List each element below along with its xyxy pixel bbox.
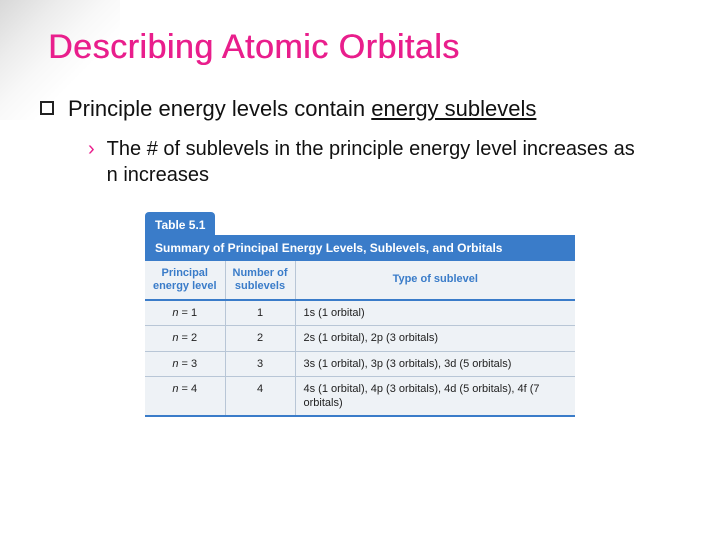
cell-type: 4s (1 orbital), 4p (3 orbitals), 4d (5 o… xyxy=(295,376,575,416)
sub-bullet-1-text: The # of sublevels in the principle ener… xyxy=(107,136,637,188)
cell-level: n = 3 xyxy=(145,351,225,376)
table-row: n = 4 4 4s (1 orbital), 4p (3 orbitals),… xyxy=(145,376,575,416)
sub-bullet-1: › The # of sublevels in the principle en… xyxy=(88,136,680,188)
bullet-1-prefix: Principle energy levels contain xyxy=(68,96,371,121)
table-row: n = 2 2 2s (1 orbital), 2p (3 orbitals) xyxy=(145,326,575,351)
cell-level: n = 2 xyxy=(145,326,225,351)
cell-type: 1s (1 orbital) xyxy=(295,300,575,326)
table-header-level: Principal energy level xyxy=(145,261,225,300)
table-header-type: Type of sublevel xyxy=(295,261,575,300)
slide-title: Describing Atomic Orbitals xyxy=(48,28,680,67)
orbitals-table: Principal energy level Number of subleve… xyxy=(145,261,575,418)
cell-level: n = 1 xyxy=(145,300,225,326)
table-5-1: Table 5.1 Summary of Principal Energy Le… xyxy=(145,212,575,418)
bullet-1-text: Principle energy levels contain energy s… xyxy=(68,95,536,124)
cell-level: n = 4 xyxy=(145,376,225,416)
bullet-1-underlined: energy sublevels xyxy=(371,96,536,121)
square-bullet-icon xyxy=(40,101,54,115)
table-label: Table 5.1 xyxy=(145,212,215,235)
bullet-1: Principle energy levels contain energy s… xyxy=(40,95,680,124)
table-header-num: Number of sublevels xyxy=(225,261,295,300)
cell-num: 4 xyxy=(225,376,295,416)
cell-type: 2s (1 orbital), 2p (3 orbitals) xyxy=(295,326,575,351)
angle-bullet-icon: › xyxy=(88,138,95,161)
table-header-row: Principal energy level Number of subleve… xyxy=(145,261,575,300)
slide-content: Describing Atomic Orbitals Principle ene… xyxy=(0,0,720,417)
cell-num: 2 xyxy=(225,326,295,351)
table-row: n = 1 1 1s (1 orbital) xyxy=(145,300,575,326)
cell-num: 1 xyxy=(225,300,295,326)
table-caption: Summary of Principal Energy Levels, Subl… xyxy=(145,235,575,261)
cell-type: 3s (1 orbital), 3p (3 orbitals), 3d (5 o… xyxy=(295,351,575,376)
cell-num: 3 xyxy=(225,351,295,376)
table-row: n = 3 3 3s (1 orbital), 3p (3 orbitals),… xyxy=(145,351,575,376)
